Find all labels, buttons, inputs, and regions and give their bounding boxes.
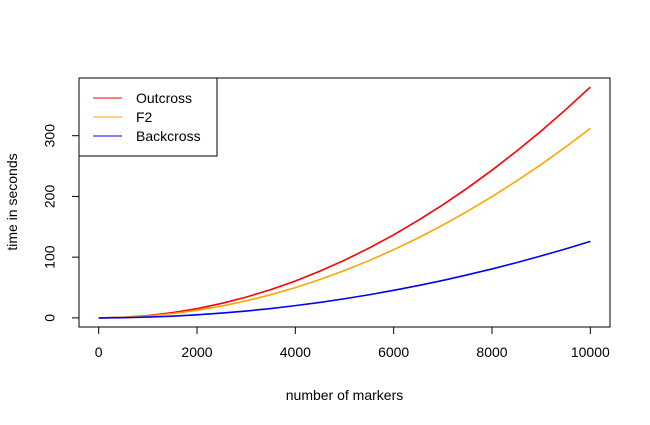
x-tick-label: 0 — [95, 344, 103, 360]
y-axis: 0 100 200 300 — [42, 124, 80, 322]
y-axis-label: time in seconds — [4, 153, 20, 250]
y-tick-label: 300 — [42, 124, 58, 148]
series-line-backcross — [98, 240, 591, 319]
x-tick-label: 4000 — [280, 344, 311, 360]
legend-label-f2: F2 — [136, 109, 153, 125]
series-line-outcross — [98, 86, 591, 319]
plot-area — [98, 86, 591, 319]
y-tick-label: 0 — [42, 314, 58, 322]
x-tick-label: 6000 — [378, 344, 409, 360]
x-tick-label: 10000 — [571, 344, 610, 360]
legend-label-backcross: Backcross — [136, 128, 201, 144]
x-axis: 0 2000 4000 6000 8000 10000 — [95, 326, 610, 360]
x-tick-label: 8000 — [476, 344, 507, 360]
y-tick-label: 100 — [42, 245, 58, 269]
legend-label-outcross: Outcross — [136, 90, 192, 106]
x-axis-label: number of markers — [286, 387, 403, 403]
legend: Outcross F2 Backcross — [78, 77, 218, 157]
series-line-f2 — [98, 127, 591, 319]
x-tick-label: 2000 — [181, 344, 212, 360]
y-tick-label: 200 — [42, 185, 58, 209]
